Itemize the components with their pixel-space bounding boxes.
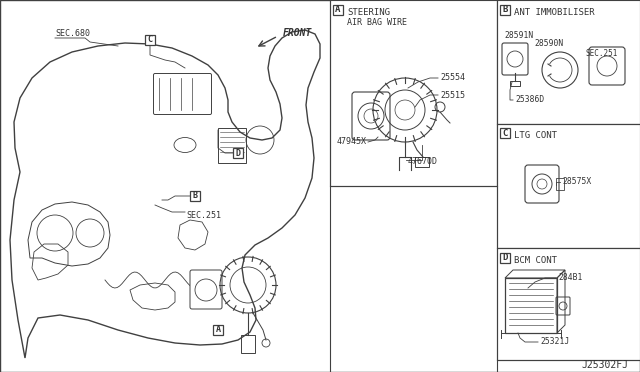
Bar <box>500 128 510 138</box>
Text: B: B <box>193 192 198 201</box>
Bar <box>556 178 564 190</box>
Bar <box>500 253 510 263</box>
Text: C: C <box>502 128 508 138</box>
Text: SEC.251: SEC.251 <box>186 211 221 219</box>
Text: STEERING: STEERING <box>347 8 390 17</box>
Bar <box>510 81 520 86</box>
FancyBboxPatch shape <box>352 92 390 140</box>
Bar <box>330 0 497 186</box>
Bar <box>505 278 557 333</box>
Text: 25321J: 25321J <box>540 337 569 346</box>
Text: A: A <box>335 6 340 15</box>
Bar <box>213 325 223 335</box>
Text: SEC.251: SEC.251 <box>585 49 618 58</box>
Text: J25302FJ: J25302FJ <box>581 360 628 370</box>
Bar <box>497 248 640 360</box>
Text: 47945X: 47945X <box>337 138 367 147</box>
Bar <box>333 5 343 15</box>
Text: 28575X: 28575X <box>562 177 591 186</box>
Bar <box>497 0 640 124</box>
Bar <box>497 124 640 248</box>
Text: 28591N: 28591N <box>504 31 533 40</box>
Bar <box>241 335 255 353</box>
Text: 25554: 25554 <box>440 74 465 83</box>
Text: AIR BAG WIRE: AIR BAG WIRE <box>347 18 407 27</box>
Text: A: A <box>216 326 221 334</box>
Text: B: B <box>502 6 508 15</box>
Text: 25386D: 25386D <box>515 96 544 105</box>
Bar <box>500 5 510 15</box>
Text: 28590N: 28590N <box>534 39 563 48</box>
FancyBboxPatch shape <box>190 270 222 309</box>
Bar <box>233 148 243 158</box>
Text: 284B1: 284B1 <box>558 273 582 282</box>
Text: 47670D: 47670D <box>408 157 438 167</box>
Text: SEC.680: SEC.680 <box>55 29 90 38</box>
Text: LTG CONT: LTG CONT <box>514 131 557 140</box>
Text: C: C <box>147 35 152 45</box>
Bar <box>190 191 200 201</box>
Bar <box>145 35 155 45</box>
Text: D: D <box>236 148 241 157</box>
Text: ANT IMMOBILISER: ANT IMMOBILISER <box>514 8 595 17</box>
Text: 25515: 25515 <box>440 90 465 99</box>
Text: BCM CONT: BCM CONT <box>514 256 557 265</box>
Text: D: D <box>502 253 508 263</box>
Text: FRONT: FRONT <box>283 28 312 38</box>
